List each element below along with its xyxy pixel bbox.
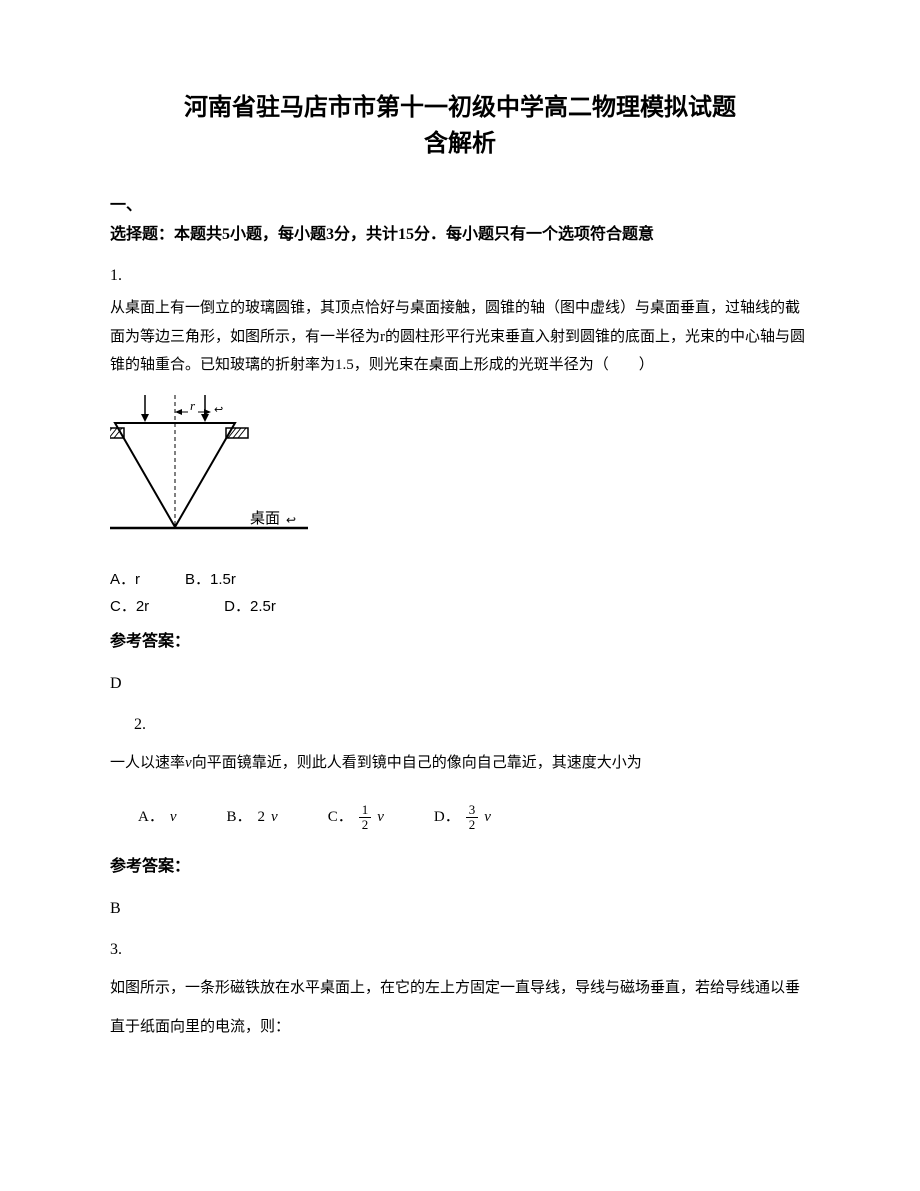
title-line-1: 河南省驻马店市市第十一初级中学高二物理模拟试题 — [184, 95, 736, 121]
svg-text:↩: ↩ — [286, 513, 296, 527]
question-1-options: A．r B．1.5r C．2r D．2.5r — [110, 566, 810, 620]
q1-options-line1: A．r B．1.5r — [110, 566, 810, 593]
q2-option-b: B．2v — [227, 804, 278, 831]
question-1-text: 从桌面上有一倒立的玻璃圆锥，其顶点恰好与桌面接触，圆锥的轴（图中虚线）与桌面垂直… — [110, 294, 810, 380]
document-title: 河南省驻马店市市第十一初级中学高二物理模拟试题 含解析 — [110, 90, 810, 162]
section-instruction: 选择题：本题共5小题，每小题3分，共计15分．每小题只有一个选项符合题意 — [110, 226, 654, 243]
svg-text:r: r — [190, 398, 196, 413]
title-line-2: 含解析 — [424, 131, 496, 157]
question-3-number: 3. — [110, 936, 810, 965]
section-number: 一、 — [110, 197, 142, 214]
question-2-options: A．v B．2v C． 1 2 v D． 3 2 v — [138, 803, 810, 833]
question-3-text: 如图所示，一条形磁铁放在水平桌面上，在它的左上方固定一直导线，导线与磁场垂直，若… — [110, 969, 810, 1047]
desk-label: 桌面 — [250, 510, 280, 527]
q1-answer: D — [110, 670, 810, 699]
q1-answer-label: 参考答案： — [110, 628, 810, 657]
fraction-three-halves: 3 2 — [466, 803, 479, 833]
q2-option-d: D． 3 2 v — [434, 803, 491, 833]
q1-options-line2: C．2r D．2.5r — [110, 593, 810, 620]
question-2-number: 2. — [134, 711, 810, 740]
q2-option-c: C． 1 2 v — [328, 803, 384, 833]
question-1-figure: r ↩ 桌面 ↩ — [110, 390, 810, 556]
fraction-half: 1 2 — [359, 803, 372, 833]
question-2-text: 一人以速率v向平面镜靠近，则此人看到镜中自己的像向自己靠近，其速度大小为 — [110, 744, 810, 783]
q2-answer: B — [110, 895, 810, 924]
q2-answer-label: 参考答案： — [110, 853, 810, 882]
cone-diagram: r ↩ 桌面 ↩ — [110, 390, 310, 545]
section-1-heading: 一、 选择题：本题共5小题，每小题3分，共计15分．每小题只有一个选项符合题意 — [110, 192, 810, 250]
question-1-number: 1. — [110, 262, 810, 291]
q2-option-a: A．v — [138, 804, 177, 831]
svg-text:↩: ↩ — [214, 404, 223, 416]
